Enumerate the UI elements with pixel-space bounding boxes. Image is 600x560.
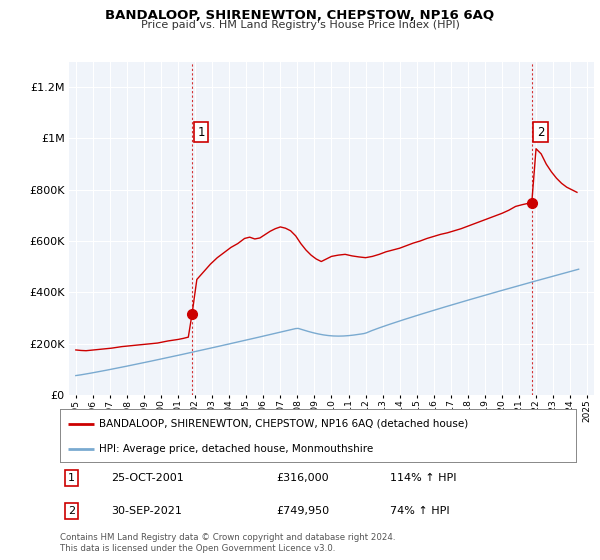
Text: HPI: Average price, detached house, Monmouthshire: HPI: Average price, detached house, Monm… bbox=[98, 444, 373, 454]
Text: 2: 2 bbox=[68, 506, 75, 516]
Text: 114% ↑ HPI: 114% ↑ HPI bbox=[390, 473, 457, 483]
Text: 2: 2 bbox=[537, 126, 544, 139]
Text: £749,950: £749,950 bbox=[277, 506, 330, 516]
Text: 1: 1 bbox=[197, 126, 205, 139]
Text: BANDALOOP, SHIRENEWTON, CHEPSTOW, NP16 6AQ (detached house): BANDALOOP, SHIRENEWTON, CHEPSTOW, NP16 6… bbox=[98, 419, 468, 429]
Text: £316,000: £316,000 bbox=[277, 473, 329, 483]
Text: 74% ↑ HPI: 74% ↑ HPI bbox=[390, 506, 450, 516]
Text: 1: 1 bbox=[68, 473, 75, 483]
Text: 30-SEP-2021: 30-SEP-2021 bbox=[112, 506, 182, 516]
Text: Price paid vs. HM Land Registry's House Price Index (HPI): Price paid vs. HM Land Registry's House … bbox=[140, 20, 460, 30]
Text: BANDALOOP, SHIRENEWTON, CHEPSTOW, NP16 6AQ: BANDALOOP, SHIRENEWTON, CHEPSTOW, NP16 6… bbox=[106, 9, 494, 22]
Text: Contains HM Land Registry data © Crown copyright and database right 2024.
This d: Contains HM Land Registry data © Crown c… bbox=[60, 533, 395, 553]
Text: 25-OCT-2001: 25-OCT-2001 bbox=[112, 473, 184, 483]
